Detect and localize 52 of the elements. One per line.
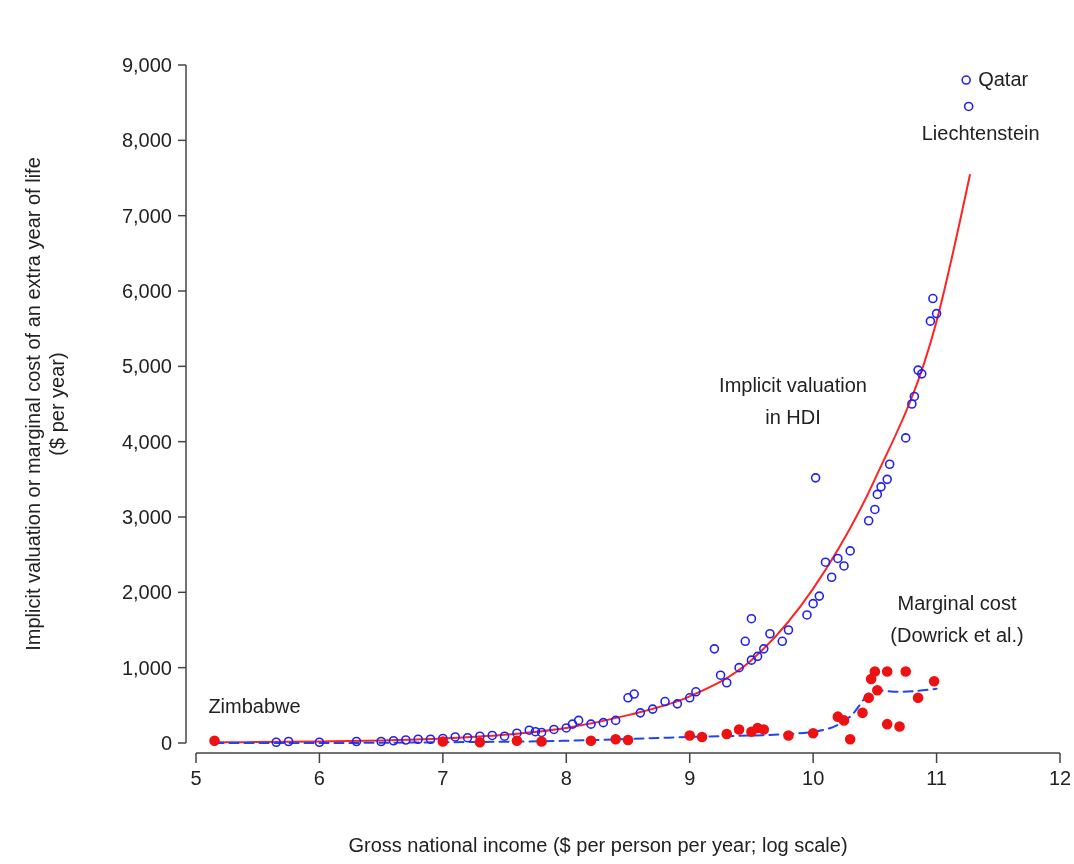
point (610, 733, 621, 745)
point (511, 735, 523, 747)
y-tick-label: 1,000 (121, 656, 172, 679)
point (863, 692, 874, 704)
y-tick-label: 5,000 (121, 355, 172, 378)
point (721, 728, 733, 740)
y-axis-title: Implicit valuation or marginal cost of an extra year of life ($ per year) (22, 157, 68, 651)
point (758, 724, 770, 735)
x-tick-label: 11 (926, 767, 947, 789)
point (900, 666, 912, 677)
annotation: Qatar (978, 68, 1029, 91)
point (869, 666, 881, 677)
x-tick-label: 12 (1048, 767, 1072, 789)
x-tick-label: 8 (560, 767, 572, 789)
y-tick-label: 7,000 (121, 204, 172, 227)
point (894, 721, 905, 732)
point (536, 736, 547, 747)
point (474, 736, 486, 748)
annotation: Marginal cost (Dowrick et al.) (890, 592, 1024, 646)
x-tick-label: 7 (437, 767, 449, 789)
point (783, 730, 794, 741)
point (881, 666, 893, 677)
point (857, 707, 868, 719)
annotation: Implicit valuation in HDI (719, 374, 867, 428)
x-tick-label: 6 (313, 767, 325, 789)
y-tick-label: 6,000 (121, 280, 172, 302)
y-tick-label: 4,000 (121, 430, 172, 453)
annotation: Zimbabwe (208, 694, 301, 717)
y-tick-label: 0 (160, 732, 172, 754)
point (928, 675, 940, 687)
point (865, 673, 877, 685)
x-tick-label: 9 (684, 767, 696, 789)
point (807, 727, 819, 739)
x-tick-label: 5 (190, 767, 202, 789)
point (838, 715, 850, 726)
point (209, 735, 220, 747)
y-tick-label: 8,000 (121, 129, 172, 152)
point (622, 734, 634, 746)
x-axis-title: Gross national income ($ per person per year; log scale) (348, 834, 848, 856)
point (585, 735, 597, 747)
y-tick-label: 9,000 (121, 54, 172, 76)
y-tick-label: 3,000 (121, 506, 172, 528)
point (696, 731, 708, 743)
point (844, 733, 856, 745)
annotation: Liechtenstein (921, 122, 1040, 145)
point (733, 724, 745, 735)
point (881, 718, 893, 730)
y-tick-label: 2,000 (121, 581, 172, 604)
point (912, 692, 924, 704)
point (872, 684, 883, 696)
point (684, 730, 696, 741)
x-tick-label: 10 (802, 767, 825, 789)
